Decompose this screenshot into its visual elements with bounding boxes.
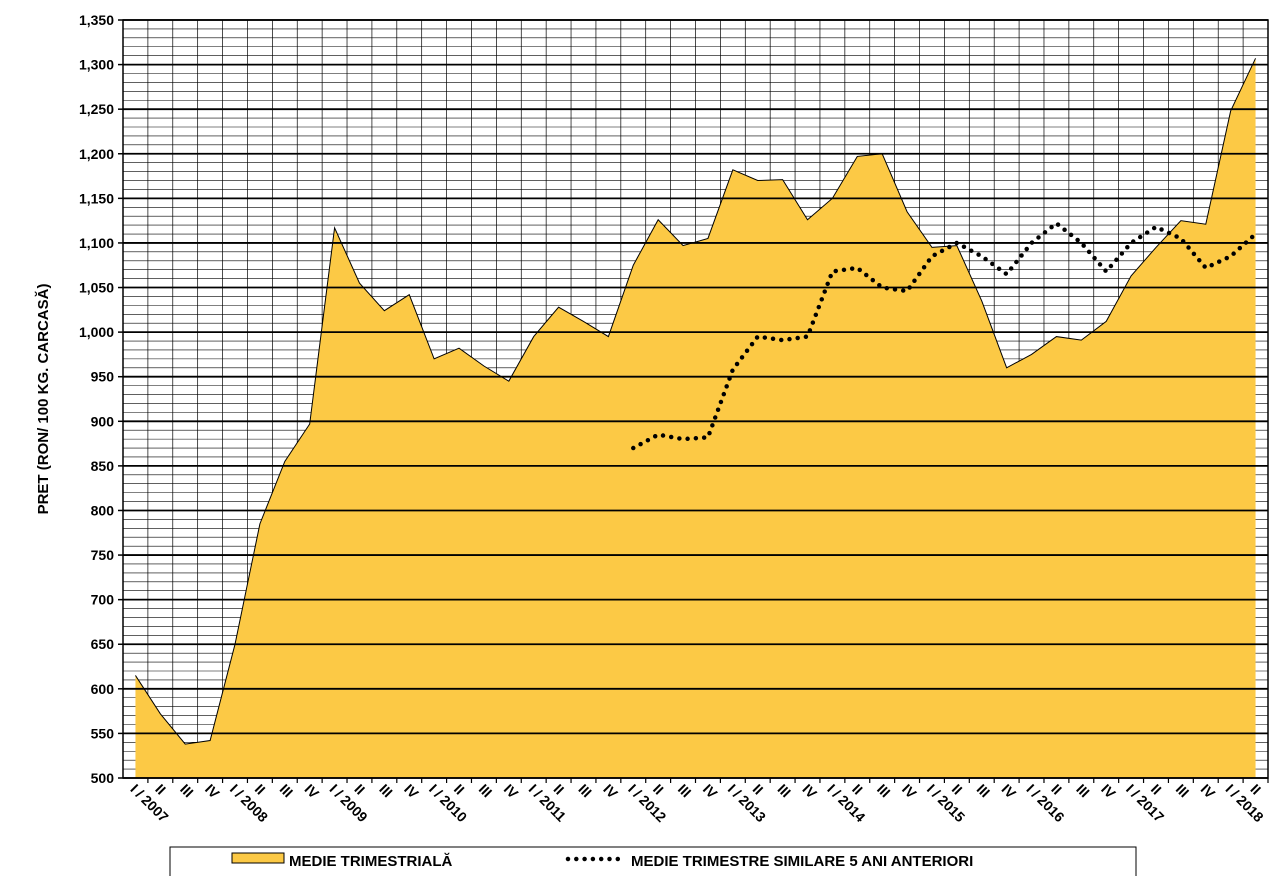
- x-tick-label: IV: [302, 781, 323, 802]
- x-tick-label: IV: [600, 781, 621, 802]
- x-tick-label: IV: [401, 781, 422, 802]
- x-tick-label: IV: [899, 781, 920, 802]
- x-tick-label: IV: [1098, 781, 1119, 802]
- x-tick-label: II: [949, 781, 966, 798]
- y-tick-label: 1,250: [79, 101, 114, 117]
- x-tick-label: II: [1148, 781, 1165, 798]
- y-tick-label: 550: [91, 725, 115, 741]
- x-tick-label: II: [750, 781, 767, 798]
- x-tick-label: IV: [999, 781, 1020, 802]
- area: [135, 58, 1256, 778]
- y-tick-label: 850: [91, 458, 115, 474]
- x-tick-label: III: [476, 781, 496, 801]
- x-tick-label: III: [675, 781, 695, 801]
- x-tick-label: III: [774, 781, 794, 801]
- y-tick-label: 650: [91, 636, 115, 652]
- legend-label: MEDIE TRIMESTRE SIMILARE 5 ANI ANTERIORI: [631, 853, 973, 870]
- y-tick-label: 950: [91, 369, 115, 385]
- x-tick-label: II: [252, 781, 269, 798]
- x-tick-label: III: [177, 781, 197, 801]
- x-tick-label: II: [1247, 781, 1264, 798]
- y-tick-label: 1,050: [79, 280, 114, 296]
- y-axis-label: PRET (RON/ 100 KG. CARCASĂ): [35, 284, 52, 515]
- y-tick-label: 750: [91, 547, 115, 563]
- x-tick-label: III: [874, 781, 894, 801]
- x-tick-label: II: [1048, 781, 1065, 798]
- y-tick-label: 1,300: [79, 57, 114, 73]
- y-tick-label: 800: [91, 502, 115, 518]
- y-tick-label: 1,100: [79, 235, 114, 251]
- legend-label: MEDIE TRIMESTRIALĂ: [289, 853, 452, 870]
- legend-swatch: [231, 852, 285, 864]
- x-tick-label: III: [277, 781, 297, 801]
- legend-box: [169, 846, 1137, 876]
- y-tick-label: 1,000: [79, 324, 114, 340]
- x-tick-label: III: [575, 781, 595, 801]
- y-tick-label: 1,200: [79, 146, 114, 162]
- y-tick-label: 500: [91, 770, 115, 786]
- x-tick-label: III: [376, 781, 396, 801]
- y-tick-label: 900: [91, 413, 115, 429]
- x-tick-label: II: [351, 781, 368, 798]
- y-tick-label: 1,350: [79, 12, 114, 28]
- x-tick-label: II: [152, 781, 169, 798]
- x-tick-label: III: [1073, 781, 1093, 801]
- x-tick-label: III: [974, 781, 994, 801]
- x-tick-label: III: [1173, 781, 1193, 801]
- x-tick-label: IV: [501, 781, 522, 802]
- y-tick-label: 600: [91, 681, 115, 697]
- x-tick-label: IV: [799, 781, 820, 802]
- x-tick-label: IV: [700, 781, 721, 802]
- x-tick-label: II: [550, 781, 567, 798]
- x-tick-label: IV: [202, 781, 223, 802]
- y-tick-label: 1,150: [79, 190, 114, 206]
- y-tick-label: 700: [91, 592, 115, 608]
- x-tick-label: II: [451, 781, 468, 798]
- dotted-line: [631, 220, 1258, 451]
- x-tick-label: IV: [1198, 781, 1219, 802]
- x-tick-label: II: [849, 781, 866, 798]
- x-tick-label: II: [650, 781, 667, 798]
